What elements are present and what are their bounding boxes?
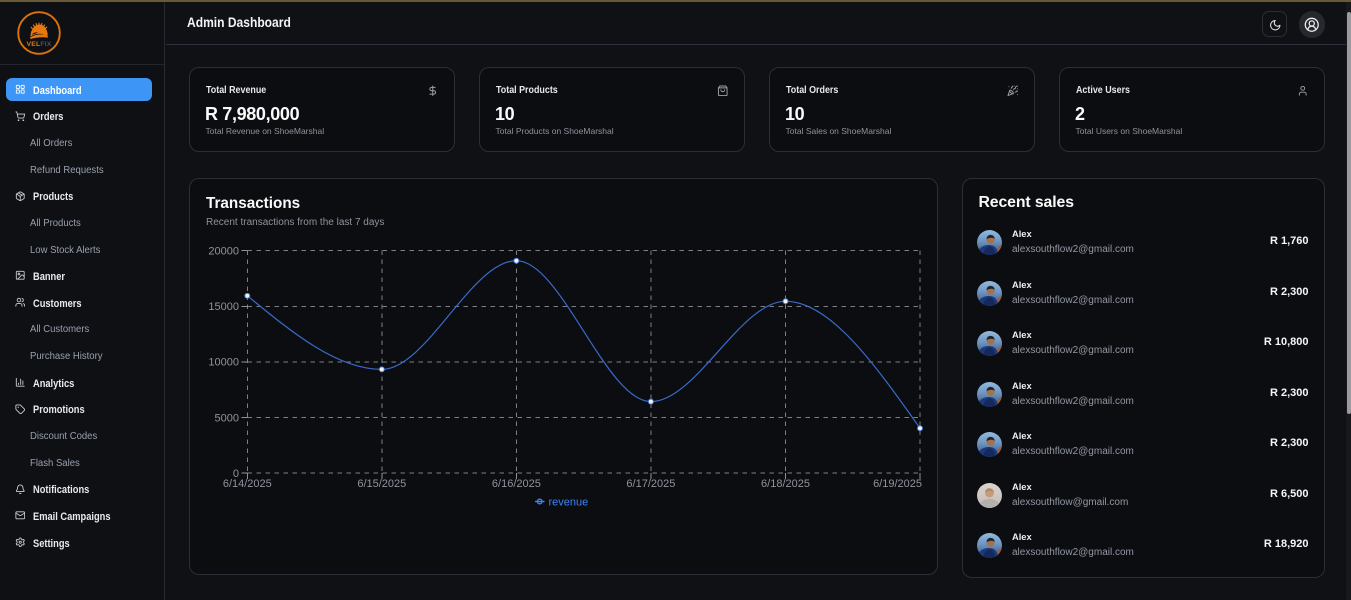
svg-text:0: 0 — [232, 468, 238, 480]
svg-text:6/19/2025: 6/19/2025 — [873, 477, 922, 489]
svg-text:6/15/2025: 6/15/2025 — [357, 477, 406, 489]
svg-text:6/16/2025: 6/16/2025 — [491, 477, 540, 489]
svg-text:6/18/2025: 6/18/2025 — [761, 477, 810, 489]
svg-text:20000: 20000 — [208, 245, 239, 257]
svg-text:6/17/2025: 6/17/2025 — [626, 477, 675, 489]
svg-text:VELFIX: VELFIX — [26, 41, 51, 48]
svg-text:5000: 5000 — [214, 412, 238, 424]
svg-text:6/14/2025: 6/14/2025 — [222, 477, 271, 489]
svg-text:15000: 15000 — [208, 301, 239, 313]
svg-text:revenue: revenue — [548, 496, 588, 508]
svg-text:10000: 10000 — [208, 356, 239, 368]
